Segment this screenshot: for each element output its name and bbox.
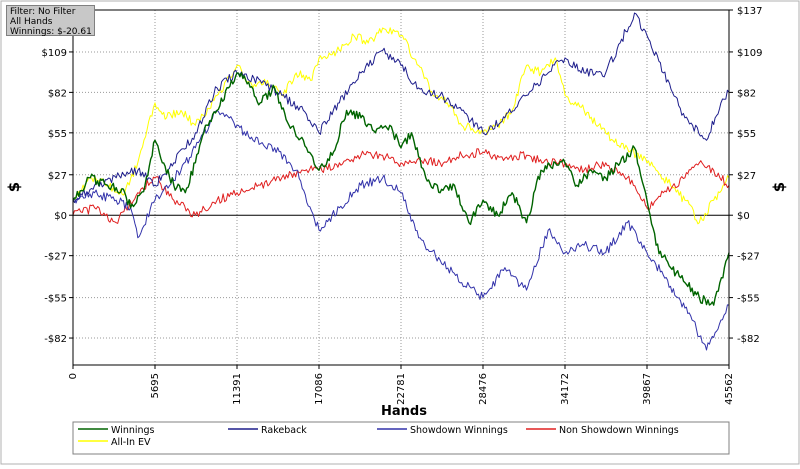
y-tick-label-left: $27 xyxy=(48,171,67,182)
y-tick-label-right: $0 xyxy=(737,211,750,222)
series-layer xyxy=(72,12,730,351)
series-line-showdown-winnings xyxy=(72,109,730,351)
legend-label-all-in-ev: All-In EV xyxy=(111,437,151,448)
x-axis-title: Hands xyxy=(381,404,427,419)
y-tick-label-right: -$82 xyxy=(737,334,760,345)
hands-filter-label: All Hands xyxy=(10,17,53,27)
series-line-winnings xyxy=(72,72,730,306)
legend-label-showdown-winnings: Showdown Winnings xyxy=(410,425,508,436)
x-tick-label: 11391 xyxy=(232,373,243,405)
y-tick-label-right: -$27 xyxy=(737,252,760,263)
y-tick-label-right: $27 xyxy=(737,171,756,182)
axis-layer: 0 5695 11391 17086 22781 28476 34172 39867 45562… xyxy=(42,6,763,405)
y-tick-label-left: -$27 xyxy=(44,252,67,263)
y-tick-label-left: $0 xyxy=(54,211,67,222)
y-tick-label-right: $82 xyxy=(737,88,756,99)
legend-label-rakeback: Rakeback xyxy=(261,425,307,436)
x-tick-label: 45562 xyxy=(724,373,735,405)
x-tick-label: 34172 xyxy=(560,373,571,405)
y-axis-title-left: $ xyxy=(5,182,23,192)
y-tick-label-left: -$55 xyxy=(44,294,67,305)
y-tick-label-right: $137 xyxy=(737,6,762,17)
x-tick-label: 0 xyxy=(68,373,79,379)
y-tick-label-left: $82 xyxy=(48,88,67,99)
grid-layer xyxy=(73,10,729,365)
x-tick-label: 22781 xyxy=(396,373,407,405)
series-line-non-showdown-winnings xyxy=(72,148,730,224)
x-tick-label: 5695 xyxy=(150,373,161,398)
legend: Winnings Rakeback Showdown Winnings Non Sho… xyxy=(72,421,730,455)
winnings-summary-label: Winnings: $-20.61 xyxy=(10,27,92,37)
y-tick-label-right: $55 xyxy=(737,129,756,140)
legend-box xyxy=(72,421,730,455)
legend-label-winnings: Winnings xyxy=(111,425,155,436)
y-tick-label-left: $55 xyxy=(48,129,67,140)
y-tick-label-right: -$55 xyxy=(737,294,760,305)
legend-label-non-showdown-winnings: Non Showdown Winnings xyxy=(559,425,679,436)
filter-label: Filter: No Filter xyxy=(10,7,76,17)
y-tick-label-left: -$82 xyxy=(44,334,67,345)
y-tick-label-right: $109 xyxy=(737,48,762,59)
x-tick-label: 17086 xyxy=(314,373,325,405)
y-tick-label-left: $109 xyxy=(42,48,67,59)
y-axis-title-right: $ xyxy=(770,182,788,192)
series-line-all-in-ev xyxy=(72,27,730,225)
x-tick-label: 39867 xyxy=(642,373,653,405)
series-line-rakeback xyxy=(72,12,730,203)
x-tick-label: 28476 xyxy=(478,373,489,405)
filter-info-box: Filter: No Filter All Hands Winnings: $-… xyxy=(6,5,95,37)
